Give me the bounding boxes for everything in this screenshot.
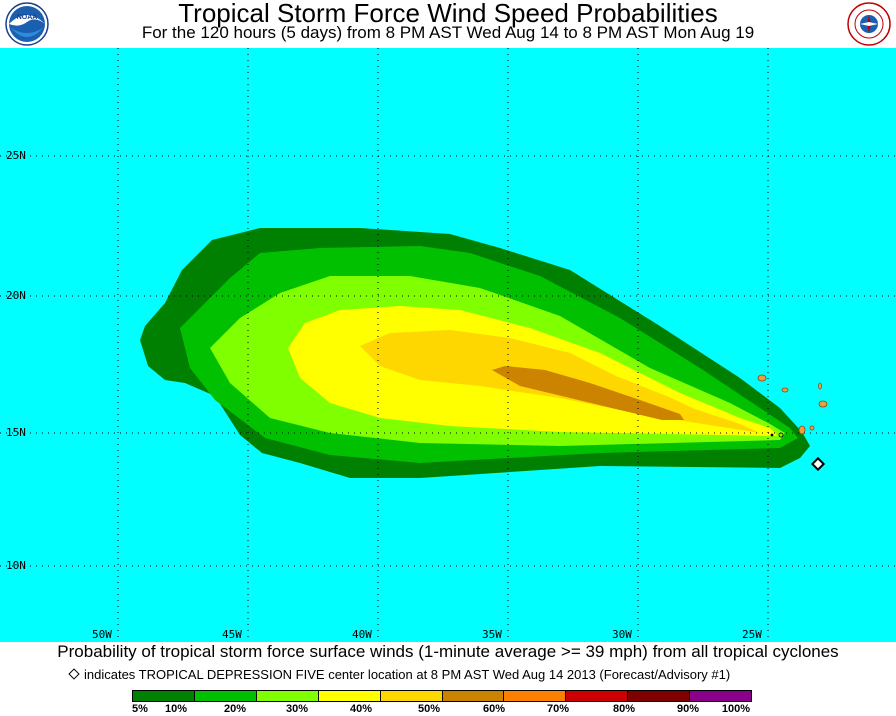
legend-swatch — [256, 691, 319, 701]
legend-label: 60% — [482, 703, 506, 715]
legend-labels: 5% 10% 20% 30% 40% 50% 60% 70% 80% 90% 1… — [0, 703, 896, 716]
legend-swatch — [318, 691, 381, 701]
lon-label: 40W — [352, 628, 372, 641]
map-title: Tropical Storm Force Wind Speed Probabil… — [178, 0, 718, 28]
legend-label: 50% — [417, 703, 441, 715]
probability-map — [0, 48, 896, 642]
marker-note-text: indicates TROPICAL DEPRESSION FIVE cente… — [84, 667, 731, 682]
legend-label: 5% — [132, 703, 148, 715]
legend-label: 20% — [223, 703, 247, 715]
legend-label: 100% — [721, 703, 751, 715]
lon-label: 35W — [482, 628, 502, 641]
legend-swatch — [628, 691, 691, 701]
legend-label: 30% — [285, 703, 309, 715]
svg-text:NOAA: NOAA — [17, 14, 38, 21]
legend-swatch — [442, 691, 505, 701]
lat-label: 20N — [6, 289, 26, 302]
legend-swatch — [133, 691, 195, 701]
lat-label: 25N — [6, 149, 26, 162]
map-subtitle: For the 120 hours (5 days) from 8 PM AST… — [141, 23, 755, 42]
legend-swatch — [380, 691, 443, 701]
noaa-logo-icon: NOAA — [5, 2, 49, 46]
legend-label: 70% — [546, 703, 570, 715]
lon-label: 50W — [92, 628, 112, 641]
diamond-marker-icon — [68, 668, 80, 680]
legend-label: 10% — [164, 703, 188, 715]
legend-swatch — [566, 691, 629, 701]
lon-label: 30W — [612, 628, 632, 641]
lat-label: 10N — [6, 559, 26, 572]
cape-verde-islands — [757, 374, 828, 438]
legend-label: 90% — [676, 703, 700, 715]
map-caption: Probability of tropical storm force surf… — [57, 642, 839, 661]
legend-swatch — [504, 691, 567, 701]
storm-center-marker-icon — [810, 456, 826, 472]
nws-logo-icon — [847, 2, 891, 46]
marker-note: indicates TROPICAL DEPRESSION FIVE cente… — [68, 667, 731, 682]
legend-swatch — [690, 691, 752, 701]
lon-label: 45W — [222, 628, 242, 641]
legend-color-bar — [132, 690, 752, 702]
lat-label: 15N — [6, 426, 26, 439]
map-area: 25N 20N 15N 10N 50W 45W 40W 35W 30W 25W — [0, 48, 896, 642]
lon-label: 25W — [742, 628, 762, 641]
footer: Probability of tropical storm force surf… — [0, 642, 896, 716]
header: NOAA Tropical Storm Force Wind Speed Pro… — [0, 0, 896, 48]
legend-label: 80% — [612, 703, 636, 715]
contour-60-70 — [492, 366, 684, 420]
legend-swatch — [194, 691, 257, 701]
legend-label: 40% — [349, 703, 373, 715]
